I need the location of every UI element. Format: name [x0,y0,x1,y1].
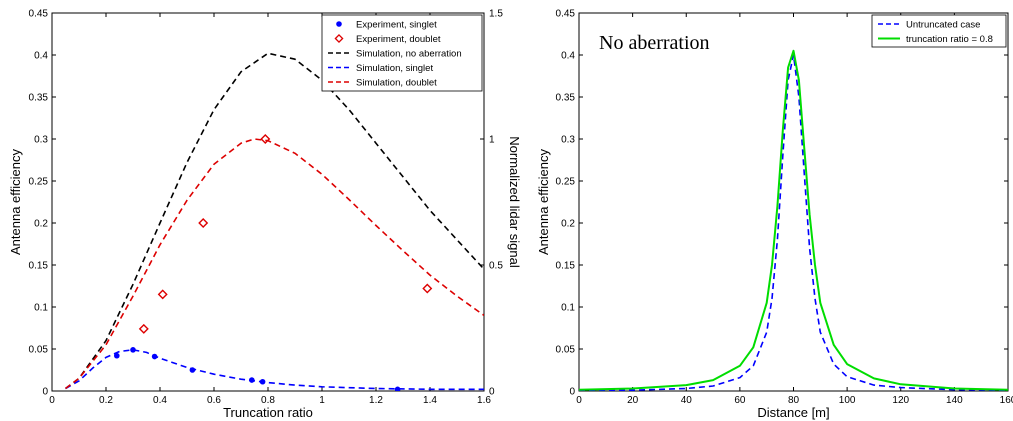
x-tick-label: 1.2 [369,395,383,406]
y-tick-label: 0.15 [29,261,49,272]
x-tick-label: 0 [576,395,582,406]
x-tick-label: 0.4 [153,395,167,406]
y2-axis-label: Normalized lidar signal [507,136,522,268]
legend-swatch [334,33,344,44]
y-tick-label: 0.05 [29,345,49,356]
y-tick-label: 0.4 [561,51,575,62]
legend: Untruncated case truncation ratio = 0.8 [871,14,1007,48]
legend-label: Simulation, singlet [356,63,433,74]
y2-tick-label: 1.5 [489,9,503,20]
legend-label: Experiment, doublet [356,34,441,45]
x-tick-label: 160 [1000,395,1013,406]
x-tick-label: 0 [49,395,55,406]
legend-label: Simulation, no aberration [356,49,462,60]
data-point-experiment-doublet [157,289,168,300]
y-axis-label: Antenna efficiency [8,149,23,255]
x-tick-label: 140 [946,395,963,406]
x-tick-label: 40 [681,395,693,406]
efficiency-vs-distance-chart: 0 20 40 60 80 100 120 140 160 0 0.05 0.1 0.15 0.2 0.25… [536,9,1013,421]
legend-box [871,14,1007,48]
y-tick-label: 0.2 [34,219,48,230]
data-point-experiment-singlet [130,347,136,353]
x-tick-label: 100 [839,395,856,406]
legend: Experiment, singlet Experiment, doublet Si… [321,14,483,92]
legend-label: Untruncated case [906,20,980,31]
data-point-experiment-singlet [394,386,401,391]
series-line-simulation-doublet [65,138,484,390]
y-tick-label: 0.3 [34,135,48,146]
legend-label: Experiment, singlet [356,20,437,31]
chart-title: No aberration [599,32,710,54]
y-tick-label: 0 [42,387,48,398]
y2-tick-label: 1 [489,135,495,146]
legend-label: truncation ratio = 0.8 [906,34,993,45]
series-line-truncation-ratio-0-8 [579,49,1008,391]
y-axis-label: Antenna efficiency [536,149,551,255]
x-tick-label: 80 [788,395,800,406]
x-tick-label: 20 [627,395,639,406]
series-layer [65,52,484,391]
data-point-experiment-doublet [138,323,149,334]
data-point-experiment-doublet [422,283,433,294]
y-tick-label: 0.1 [561,303,575,314]
y-tick-label: 0 [569,387,575,398]
x-tick-label: 60 [734,395,746,406]
y-tick-label: 0.45 [556,9,576,20]
legend-swatch [336,21,342,27]
x-tick-label: 120 [892,395,909,406]
y-tick-label: 0.15 [556,261,576,272]
y-tick-label: 0.1 [34,303,48,314]
x-tick-label: 0.6 [207,395,221,406]
x-tick-label: 1 [319,395,325,406]
y-tick-label: 0.35 [29,93,49,104]
x-tick-label: 0.8 [261,395,275,406]
y-tick-label: 0.45 [29,9,49,20]
x-axis-label: Distance [m] [757,405,829,420]
y-tick-label: 0.4 [34,51,48,62]
legend-label: Simulation, doublet [356,78,437,89]
x-tick-label: 1.4 [423,395,437,406]
y-tick-label: 0.25 [556,177,576,188]
y2-tick-label: 0 [489,387,495,398]
y-tick-label: 0.2 [561,219,575,230]
efficiency-vs-truncation-chart: 0 0.2 0.4 0.6 0.8 1 1.2 1.4 1.600.050.10.150.20.… [8,9,522,421]
y-tick-label: 0.35 [556,93,576,104]
y-tick-label: 0.25 [29,177,49,188]
x-axis-label: Truncation ratio [223,405,313,420]
series-line-simulation-singlet [65,348,484,391]
data-point-experiment-doublet [198,218,209,228]
x-tick-label: 0.2 [99,395,113,406]
x-tick-label: 1.6 [477,395,491,406]
series-line-simulation-no-aberration [65,52,484,390]
y-tick-label: 0.3 [561,135,575,146]
y-tick-label: 0.05 [556,345,576,356]
series-layer [579,49,1008,391]
data-point-experiment-singlet [114,352,120,359]
plot-area [578,12,1009,392]
y2-tick-label: 0.5 [489,261,503,272]
